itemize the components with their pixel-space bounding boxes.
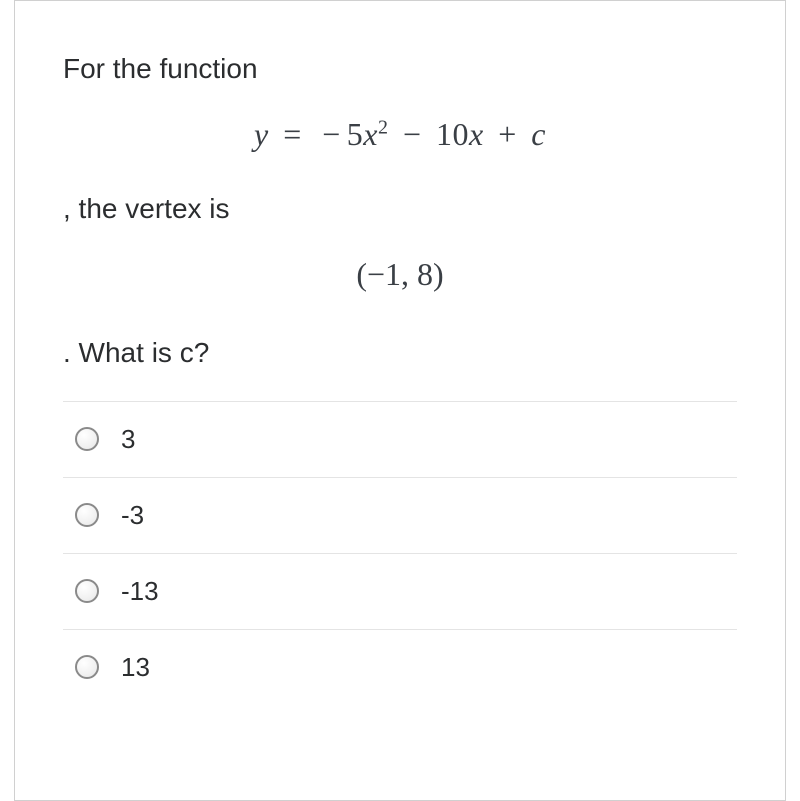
eqn-plus: + xyxy=(498,116,517,152)
eqn-exp: 2 xyxy=(378,117,389,139)
equation: y = −5x2 − 10x + c xyxy=(63,116,737,153)
options-list: 3 -3 -13 13 xyxy=(63,401,737,705)
option-label: -13 xyxy=(121,576,159,607)
vertex-comma: , xyxy=(401,256,417,292)
option-row[interactable]: 13 xyxy=(63,630,737,705)
option-row[interactable]: -3 xyxy=(63,478,737,554)
prompt-intro: For the function xyxy=(63,49,737,88)
radio-icon[interactable] xyxy=(75,427,99,451)
option-label: -3 xyxy=(121,500,144,531)
option-label: 3 xyxy=(121,424,135,455)
prompt-mid: , the vertex is xyxy=(63,189,737,228)
vertex-close: ) xyxy=(433,256,444,292)
eqn-coef2: 10 xyxy=(436,116,469,152)
eqn-const: c xyxy=(531,116,546,152)
vertex-neg: − xyxy=(367,256,385,292)
eqn-minus: − xyxy=(403,116,422,152)
vertex-point: (−1, 8) xyxy=(63,256,737,293)
vertex-x: 1 xyxy=(385,256,401,292)
eqn-lhs: y xyxy=(254,116,269,152)
radio-icon[interactable] xyxy=(75,503,99,527)
eqn-var2: x xyxy=(469,116,484,152)
question-card: For the function y = −5x2 − 10x + c , th… xyxy=(14,0,786,801)
vertex-y: 8 xyxy=(417,256,433,292)
eqn-neg: − xyxy=(322,116,341,152)
option-row[interactable]: -13 xyxy=(63,554,737,630)
eqn-coef1: 5 xyxy=(347,116,364,152)
option-label: 13 xyxy=(121,652,150,683)
eqn-var1: x xyxy=(363,116,378,152)
prompt-tail: . What is c? xyxy=(63,333,737,372)
vertex-open: ( xyxy=(356,256,367,292)
radio-icon[interactable] xyxy=(75,655,99,679)
eqn-equals: = xyxy=(283,116,302,152)
option-row[interactable]: 3 xyxy=(63,402,737,478)
radio-icon[interactable] xyxy=(75,579,99,603)
